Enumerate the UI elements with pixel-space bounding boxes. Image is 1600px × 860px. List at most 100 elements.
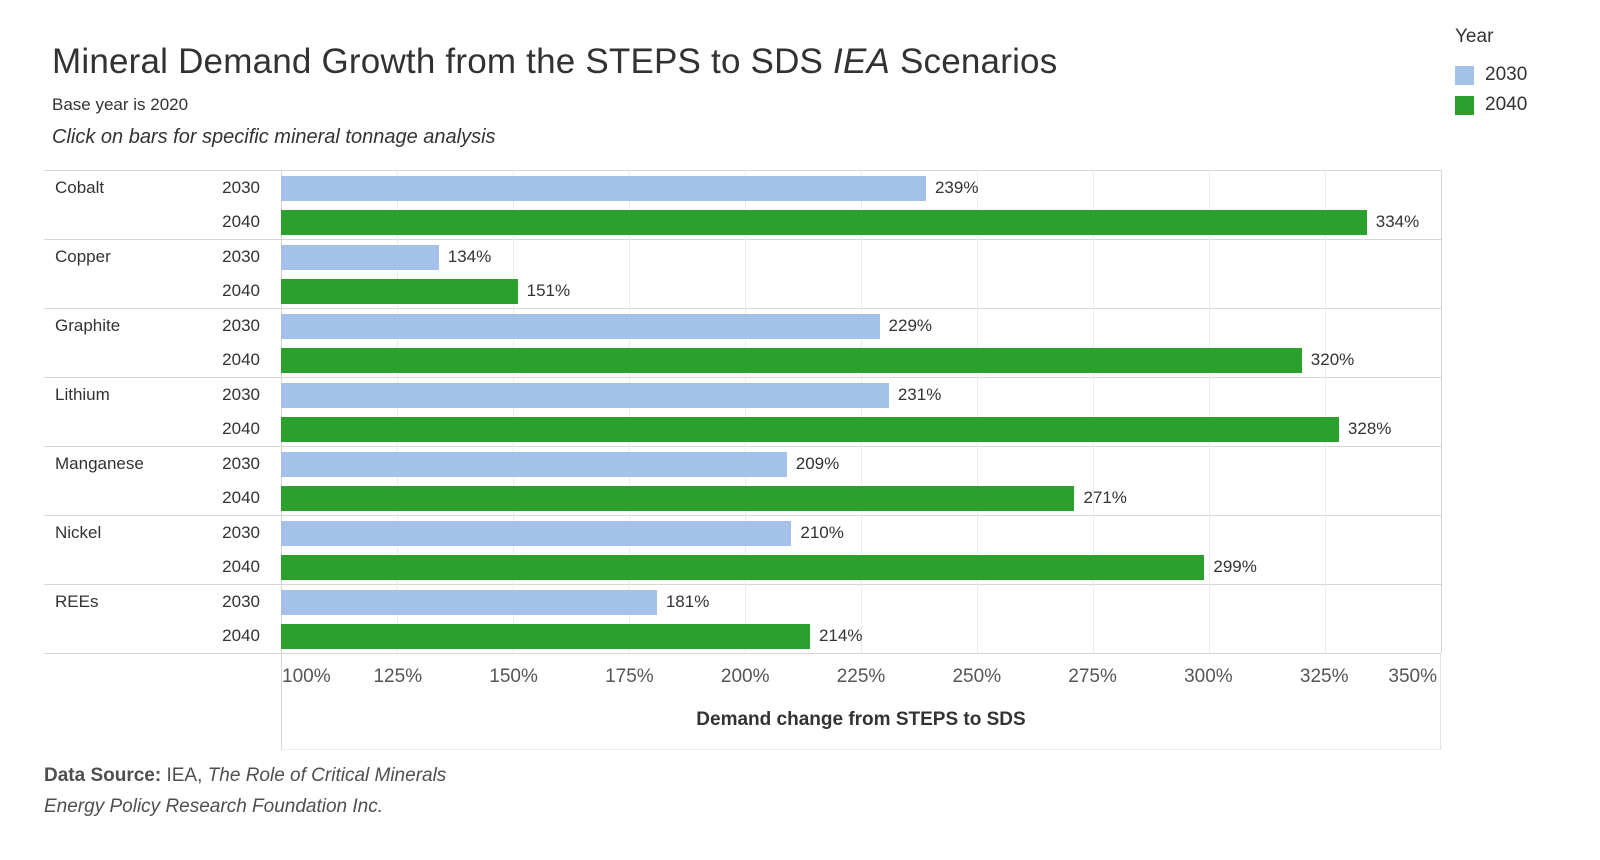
- bar-rees-2030[interactable]: [281, 589, 657, 615]
- mineral-label: Cobalt: [55, 178, 105, 197]
- year-label: 2030: [222, 316, 260, 335]
- legend-item-2030[interactable]: 2030: [1455, 60, 1527, 90]
- year-label: 2040: [222, 419, 260, 438]
- mineral-group-nickel: Nickel 2030 210% 2040 299%: [44, 515, 1441, 584]
- bar-nickel-2040[interactable]: [281, 554, 1205, 580]
- x-tick-label: 100%: [282, 666, 331, 687]
- bar-track: 239%: [281, 171, 1441, 205]
- legend-item-2040[interactable]: 2040: [1455, 90, 1527, 120]
- bar-value-label: 299%: [1213, 557, 1257, 576]
- page-title: Mineral Demand Growth from the STEPS to …: [52, 42, 1057, 82]
- mineral-label: Nickel: [55, 523, 102, 542]
- mineral-label: Copper: [55, 247, 111, 266]
- bar-nickel-2030[interactable]: [281, 520, 792, 546]
- bar-rees-2040[interactable]: [281, 623, 810, 649]
- bar-track: 231%: [281, 378, 1441, 412]
- bar-cobalt-2040[interactable]: [281, 209, 1367, 235]
- bar-track: 271%: [281, 481, 1441, 515]
- gridline: [513, 170, 514, 653]
- bar-value-label: 229%: [888, 316, 933, 335]
- bar-track: 209%: [281, 447, 1441, 481]
- bar-value-label: 210%: [800, 523, 844, 542]
- legend-label: 2040: [1485, 94, 1528, 115]
- year-label: 2040: [222, 557, 260, 576]
- x-tick-label: 350%: [1388, 666, 1437, 687]
- legend-label: 2030: [1485, 64, 1528, 85]
- year-label: 2040: [222, 212, 260, 231]
- data-source-label: Data Source:: [44, 765, 162, 786]
- x-axis-title: Demand change from STEPS to SDS: [696, 709, 1026, 730]
- bar-copper-2040[interactable]: [281, 278, 518, 304]
- bar-track: 210%: [281, 516, 1441, 550]
- bar-track: 320%: [281, 343, 1441, 377]
- bar-value-label: 328%: [1347, 419, 1392, 438]
- bar-value-label: 214%: [818, 626, 863, 645]
- mineral-label: REEs: [55, 592, 99, 611]
- title-prefix: Mineral Demand Growth from the STEPS to …: [52, 42, 834, 81]
- gridline: [629, 170, 630, 653]
- data-source-line2: Energy Policy Research Foundation Inc.: [44, 796, 384, 817]
- mineral-label: Graphite: [55, 316, 121, 335]
- bar-lithium-2040[interactable]: [281, 416, 1339, 442]
- year-label: 2040: [222, 350, 260, 369]
- gridline: [1441, 170, 1442, 653]
- bar-manganese-2040[interactable]: [281, 485, 1075, 511]
- year-label: 2040: [222, 626, 260, 645]
- year-label: 2040: [222, 488, 260, 507]
- gridline: [397, 170, 398, 653]
- x-tick-label: 175%: [605, 666, 654, 687]
- bar-value-label: 231%: [897, 385, 942, 404]
- bar-cobalt-2030[interactable]: [281, 175, 926, 201]
- title-suffix: Scenarios: [890, 42, 1058, 81]
- x-tick-label: 150%: [489, 666, 538, 687]
- data-source-italic: The Role of Critical Minerals: [207, 765, 447, 786]
- bar-graphite-2040[interactable]: [281, 347, 1302, 373]
- data-source-line: Data Source: IEA, The Role of Critical M…: [44, 760, 446, 791]
- mineral-label: Manganese: [55, 454, 144, 473]
- year-label: 2040: [222, 281, 260, 300]
- chart-subtitle: Base year is 2020: [52, 95, 189, 114]
- bar-track: 328%: [281, 412, 1441, 446]
- mineral-group-cobalt: Cobalt 2030 239% 2040 334%: [44, 170, 1441, 239]
- bar-manganese-2030[interactable]: [281, 451, 787, 477]
- bar-track: 134%: [281, 240, 1441, 274]
- bar-value-label: 209%: [795, 454, 840, 473]
- bar-value-label: 334%: [1375, 212, 1420, 231]
- bar-value-label: 271%: [1083, 488, 1127, 507]
- legend-title: Year: [1455, 26, 1494, 47]
- x-tick-label: 325%: [1299, 666, 1349, 687]
- x-tick-label: 250%: [952, 666, 1002, 687]
- legend-swatch-2030: [1455, 65, 1474, 85]
- x-tick-label: 275%: [1068, 666, 1117, 687]
- bar-chart: Cobalt 2030 239% 2040 334% Copper 2030 134% 2040…: [44, 170, 1442, 750]
- bar-value-label: 181%: [665, 592, 710, 611]
- mineral-group-rees: REEs 2030 181% 2040 214%: [44, 584, 1441, 653]
- gridline: [1209, 170, 1210, 653]
- bar-copper-2030[interactable]: [281, 244, 439, 270]
- mineral-group-graphite: Graphite 2030 229% 2040 320%: [44, 308, 1441, 377]
- data-source-normal: IEA,: [161, 765, 208, 786]
- gridline: [861, 170, 862, 653]
- year-label: 2030: [222, 178, 260, 197]
- bar-track: 299%: [281, 550, 1441, 584]
- chart-plot-area: Cobalt 2030 239% 2040 334% Copper 2030 134% 2040…: [44, 170, 1442, 654]
- bar-lithium-2030[interactable]: [281, 382, 889, 408]
- gridlines: [281, 170, 1442, 653]
- bar-track: 229%: [281, 309, 1441, 343]
- bar-track: 214%: [281, 619, 1441, 653]
- chart-instruction: Click on bars for specific mineral tonna…: [52, 126, 496, 148]
- x-tick-label: 125%: [373, 666, 423, 687]
- x-axis: 100% 125% 150% 175% 200% 225% 250% 275% 300% 325%…: [281, 654, 1441, 750]
- gridline: [281, 170, 282, 653]
- x-tick-label: 225%: [836, 666, 886, 687]
- mineral-group-copper: Copper 2030 134% 2040 151%: [44, 239, 1441, 308]
- year-label: 2030: [222, 592, 260, 611]
- bar-graphite-2030[interactable]: [281, 313, 880, 339]
- footer: Data Source: IEA, The Role of Critical M…: [44, 760, 446, 822]
- year-label: 2030: [222, 523, 260, 542]
- title-italic: IEA: [833, 42, 891, 81]
- bar-value-label: 239%: [934, 178, 979, 197]
- chart-header: Mineral Demand Growth from the STEPS to …: [52, 42, 1057, 149]
- x-tick-label: 300%: [1184, 666, 1233, 687]
